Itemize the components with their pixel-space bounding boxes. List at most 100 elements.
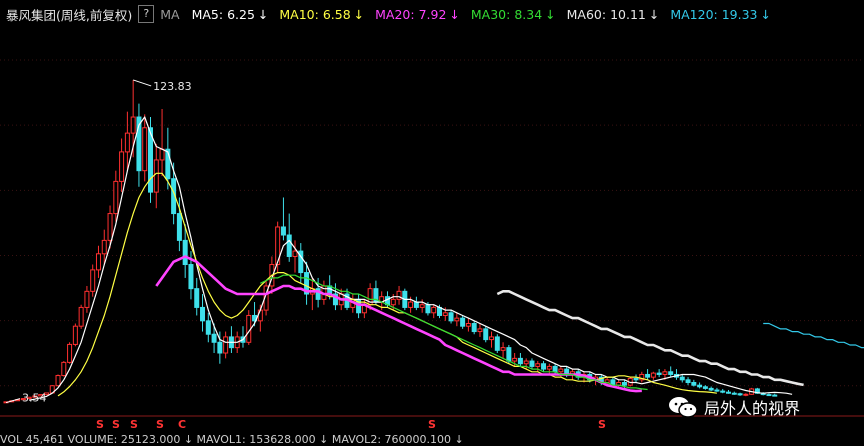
candlestick-chart: 123.833.54S S S S C S S [0, 59, 864, 431]
candle-body [419, 304, 425, 308]
candle-body [668, 371, 674, 375]
candle-body [217, 341, 223, 354]
candle-body [211, 333, 217, 343]
candle-body [477, 328, 483, 333]
max-pointer [133, 79, 152, 87]
indicator-ma5: MA5: 6.25 ↓ [192, 7, 269, 22]
stock-title: 暴风集团(周线,前复权) [6, 5, 132, 24]
candle-body [471, 323, 477, 333]
event-marker-s: S [96, 418, 104, 431]
candle-body [113, 180, 119, 215]
watermark-text: 局外人的视界 [704, 399, 801, 418]
event-marker-s: S [130, 418, 138, 431]
indicator-ma120: MA120: 19.33 ↓ [670, 7, 771, 22]
max-price-label: 123.83 [153, 80, 192, 93]
candle-body [72, 325, 78, 345]
event-marker-s: S [598, 418, 606, 431]
candle-body [702, 386, 708, 389]
indicator-ma60: MA60: 10.11 ↓ [567, 7, 660, 22]
down-arrow-icon: ↓ [257, 6, 269, 22]
candle-body [38, 394, 44, 397]
candle-body [182, 239, 188, 266]
candle-body [512, 357, 518, 362]
candle-body [656, 372, 662, 375]
candle-body [101, 239, 107, 255]
candle-body [708, 387, 714, 391]
candle-body [621, 382, 627, 386]
watermark: 局外人的视界 [668, 394, 800, 420]
candle-body [517, 357, 523, 365]
indicator-value: MA20: 7.92 [375, 6, 447, 22]
candle-body [315, 288, 321, 300]
ma-label: MA [160, 6, 180, 22]
candle-body [442, 312, 448, 316]
candle-body [286, 234, 292, 257]
min-pointer [5, 398, 21, 404]
chart-header: 暴风集团(周线,前复权) ? MA MA5: 6.25 ↓ MA10: 6.58 ↓ M… [0, 0, 864, 28]
candle-body [546, 365, 552, 370]
chart-mode: (周线,前复权) [56, 7, 133, 23]
candle-body [662, 371, 668, 375]
down-arrow-icon: ↓ [449, 6, 460, 22]
candle-body [153, 159, 159, 193]
candle-body [107, 213, 113, 241]
candle-body [552, 365, 558, 373]
candle-body [95, 253, 101, 271]
event-marker-s: S [428, 418, 436, 431]
candle-body [275, 226, 281, 266]
min-price-label: 3.54 [22, 392, 47, 405]
candle-body [43, 392, 49, 396]
candle-body [223, 336, 229, 354]
candle-body [465, 323, 471, 327]
candle-body [726, 391, 731, 394]
candle-body [500, 347, 506, 351]
candle-body [84, 290, 90, 308]
candle-body [148, 127, 153, 193]
candle-body [454, 317, 460, 322]
candle-body [142, 127, 148, 172]
candle-body [257, 309, 263, 322]
candle-body [298, 250, 304, 274]
candle-body [130, 116, 136, 134]
candle-body [639, 373, 645, 381]
event-marker-s: S [112, 418, 120, 431]
candle-body [506, 347, 512, 362]
candle-body [90, 269, 96, 292]
candle-body [697, 384, 703, 388]
indicator-ma10: MA10: 6.58 ↓ [279, 7, 364, 22]
candle-body [67, 343, 73, 363]
down-arrow-icon: ↓ [760, 6, 771, 22]
ma-line-ma60 [496, 289, 804, 387]
candle-body [205, 320, 211, 335]
candle-body [136, 116, 142, 172]
candle-body [32, 395, 38, 398]
candle-body [55, 375, 61, 387]
candle-body [731, 392, 737, 395]
down-arrow-icon: ↓ [353, 6, 365, 22]
ma-line-ma5 [28, 116, 793, 401]
help-button[interactable]: ? [138, 5, 155, 23]
indicator-value: MA10: 6.58 [279, 6, 351, 22]
candle-body [176, 213, 182, 241]
indicator-ma20: MA20: 7.92 ↓ [375, 7, 460, 22]
volume-footer: VOL 45,461 VOLUME: 25123.000 ↓ MAVOL1: 1… [0, 433, 464, 446]
candle-body [390, 298, 396, 306]
candle-body [26, 396, 32, 400]
indicator-value: MA120: 19.33 [670, 6, 758, 22]
candle-body [737, 393, 743, 396]
candle-body [413, 301, 419, 308]
ma-line-ma30 [260, 274, 648, 391]
candle-body [448, 312, 454, 322]
candle-body [494, 336, 500, 351]
candle-body [685, 379, 691, 384]
candle-body [396, 290, 402, 300]
candle-body [772, 394, 778, 397]
candle-body [743, 393, 749, 396]
ma-line-ma10 [57, 172, 717, 397]
candle-body [20, 398, 26, 401]
candle-body [408, 301, 414, 308]
event-marker-s: S [156, 418, 164, 431]
indicator-value: MA60: 10.11 [566, 6, 646, 22]
candle-body [425, 304, 431, 314]
candle-body [679, 376, 685, 381]
